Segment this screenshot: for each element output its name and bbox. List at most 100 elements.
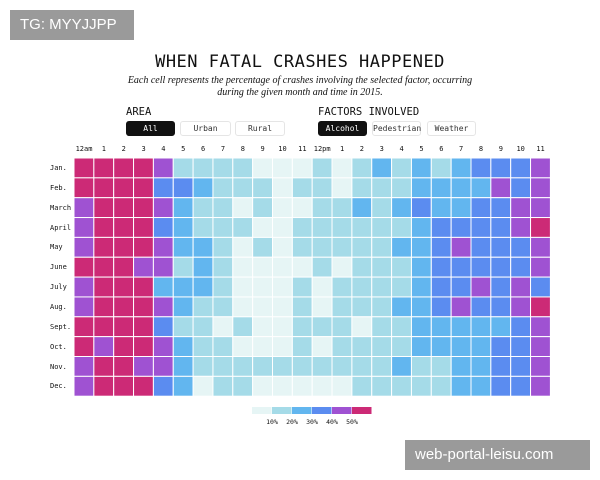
heatmap-cell[interactable] xyxy=(450,276,472,298)
heatmap-cell[interactable] xyxy=(172,296,194,318)
heatmap-cell[interactable] xyxy=(391,256,412,278)
heatmap-cell[interactable] xyxy=(152,316,174,338)
heatmap-cell[interactable] xyxy=(331,276,353,298)
heatmap-cell[interactable] xyxy=(311,375,333,397)
heatmap-cell[interactable] xyxy=(133,236,154,258)
heatmap-cell[interactable] xyxy=(93,276,115,298)
heatmap-cell[interactable] xyxy=(351,177,373,199)
heatmap-cell[interactable] xyxy=(291,316,313,338)
heatmap-cell[interactable] xyxy=(450,197,472,219)
heatmap-cell[interactable] xyxy=(331,316,353,338)
heatmap-cell[interactable] xyxy=(530,197,551,219)
heatmap-cell[interactable] xyxy=(73,316,95,338)
heatmap-cell[interactable] xyxy=(93,157,115,179)
heatmap-cell[interactable] xyxy=(113,217,135,238)
factor-weather-button[interactable]: Weather xyxy=(427,121,476,136)
heatmap-cell[interactable] xyxy=(490,217,512,238)
heatmap-cell[interactable] xyxy=(530,296,551,318)
heatmap-cell[interactable] xyxy=(391,375,412,397)
heatmap-cell[interactable] xyxy=(311,197,333,219)
heatmap-cell[interactable] xyxy=(510,316,532,338)
heatmap-cell[interactable] xyxy=(311,276,333,298)
heatmap-cell[interactable] xyxy=(73,356,95,377)
heatmap-cell[interactable] xyxy=(470,177,492,199)
heatmap-cell[interactable] xyxy=(331,197,353,219)
heatmap-cell[interactable] xyxy=(430,177,452,199)
heatmap-cell[interactable] xyxy=(73,177,95,199)
factor-alcohol-button[interactable]: Alcohol xyxy=(318,121,367,136)
heatmap-cell[interactable] xyxy=(192,236,214,258)
heatmap-cell[interactable] xyxy=(311,236,333,258)
heatmap-cell[interactable] xyxy=(152,356,174,377)
heatmap-cell[interactable] xyxy=(351,217,373,238)
heatmap-cell[interactable] xyxy=(252,375,273,397)
heatmap-cell[interactable] xyxy=(93,375,115,397)
heatmap-cell[interactable] xyxy=(510,276,532,298)
heatmap-cell[interactable] xyxy=(410,236,432,258)
heatmap-cell[interactable] xyxy=(232,197,254,219)
heatmap-cell[interactable] xyxy=(351,296,373,318)
heatmap-cell[interactable] xyxy=(450,356,472,377)
heatmap-cell[interactable] xyxy=(351,276,373,298)
heatmap-cell[interactable] xyxy=(152,177,174,199)
heatmap-cell[interactable] xyxy=(391,356,412,377)
heatmap-cell[interactable] xyxy=(470,276,492,298)
heatmap-cell[interactable] xyxy=(272,316,293,338)
heatmap-cell[interactable] xyxy=(490,256,512,278)
heatmap-cell[interactable] xyxy=(192,375,214,397)
heatmap-cell[interactable] xyxy=(113,316,135,338)
heatmap-cell[interactable] xyxy=(430,217,452,238)
heatmap-cell[interactable] xyxy=(311,217,333,238)
heatmap-cell[interactable] xyxy=(351,356,373,377)
heatmap-cell[interactable] xyxy=(133,276,154,298)
heatmap-cell[interactable] xyxy=(510,217,532,238)
heatmap-cell[interactable] xyxy=(331,336,353,357)
heatmap-cell[interactable] xyxy=(510,157,532,179)
heatmap-cell[interactable] xyxy=(391,316,412,338)
heatmap-cell[interactable] xyxy=(113,197,135,219)
heatmap-cell[interactable] xyxy=(152,157,174,179)
area-rural-button[interactable]: Rural xyxy=(235,121,285,136)
heatmap-cell[interactable] xyxy=(371,256,393,278)
heatmap-cell[interactable] xyxy=(93,217,115,238)
heatmap-cell[interactable] xyxy=(391,336,412,357)
heatmap-cell[interactable] xyxy=(252,236,273,258)
heatmap-cell[interactable] xyxy=(113,177,135,199)
heatmap-cell[interactable] xyxy=(470,316,492,338)
heatmap-cell[interactable] xyxy=(113,157,135,179)
heatmap-cell[interactable] xyxy=(510,375,532,397)
heatmap-cell[interactable] xyxy=(113,256,135,278)
heatmap-cell[interactable] xyxy=(93,296,115,318)
heatmap-cell[interactable] xyxy=(510,197,532,219)
heatmap-cell[interactable] xyxy=(192,217,214,238)
heatmap-cell[interactable] xyxy=(391,236,412,258)
heatmap-cell[interactable] xyxy=(510,177,532,199)
heatmap-cell[interactable] xyxy=(252,276,273,298)
heatmap-cell[interactable] xyxy=(291,375,313,397)
heatmap-cell[interactable] xyxy=(311,336,333,357)
heatmap-cell[interactable] xyxy=(291,197,313,219)
heatmap-cell[interactable] xyxy=(371,356,393,377)
heatmap-cell[interactable] xyxy=(133,177,154,199)
heatmap-cell[interactable] xyxy=(252,157,273,179)
heatmap-cell[interactable] xyxy=(331,217,353,238)
heatmap-cell[interactable] xyxy=(272,375,293,397)
heatmap-cell[interactable] xyxy=(410,316,432,338)
heatmap-cell[interactable] xyxy=(192,316,214,338)
heatmap-cell[interactable] xyxy=(252,356,273,377)
heatmap-cell[interactable] xyxy=(430,375,452,397)
factor-pedestrian-button[interactable]: Pedestrian xyxy=(372,121,421,136)
heatmap-cell[interactable] xyxy=(252,197,273,219)
heatmap-cell[interactable] xyxy=(470,217,492,238)
heatmap-cell[interactable] xyxy=(450,236,472,258)
heatmap-cell[interactable] xyxy=(73,296,95,318)
heatmap-cell[interactable] xyxy=(450,157,472,179)
heatmap-cell[interactable] xyxy=(530,276,551,298)
heatmap-cell[interactable] xyxy=(410,336,432,357)
heatmap-cell[interactable] xyxy=(510,296,532,318)
heatmap-cell[interactable] xyxy=(212,356,234,377)
heatmap-cell[interactable] xyxy=(291,236,313,258)
heatmap-cell[interactable] xyxy=(152,217,174,238)
heatmap-cell[interactable] xyxy=(410,157,432,179)
heatmap-cell[interactable] xyxy=(73,157,95,179)
